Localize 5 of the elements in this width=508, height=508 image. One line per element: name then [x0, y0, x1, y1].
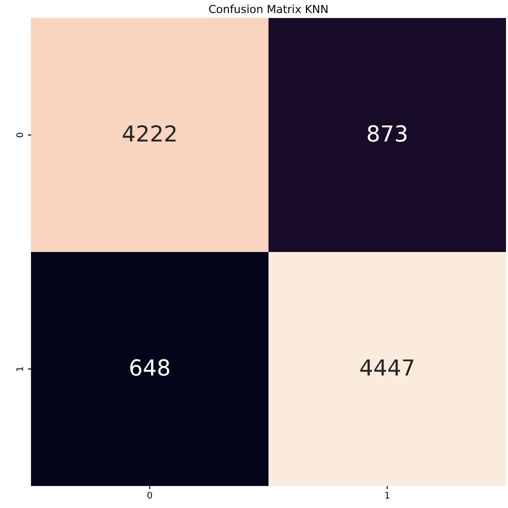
- data-label: 648: [128, 356, 171, 382]
- chart-title: Confusion Matrix KNN: [208, 3, 329, 16]
- data-label: 4447: [359, 356, 416, 382]
- data-label: 4222: [122, 122, 178, 148]
- data-label: 873: [366, 122, 408, 148]
